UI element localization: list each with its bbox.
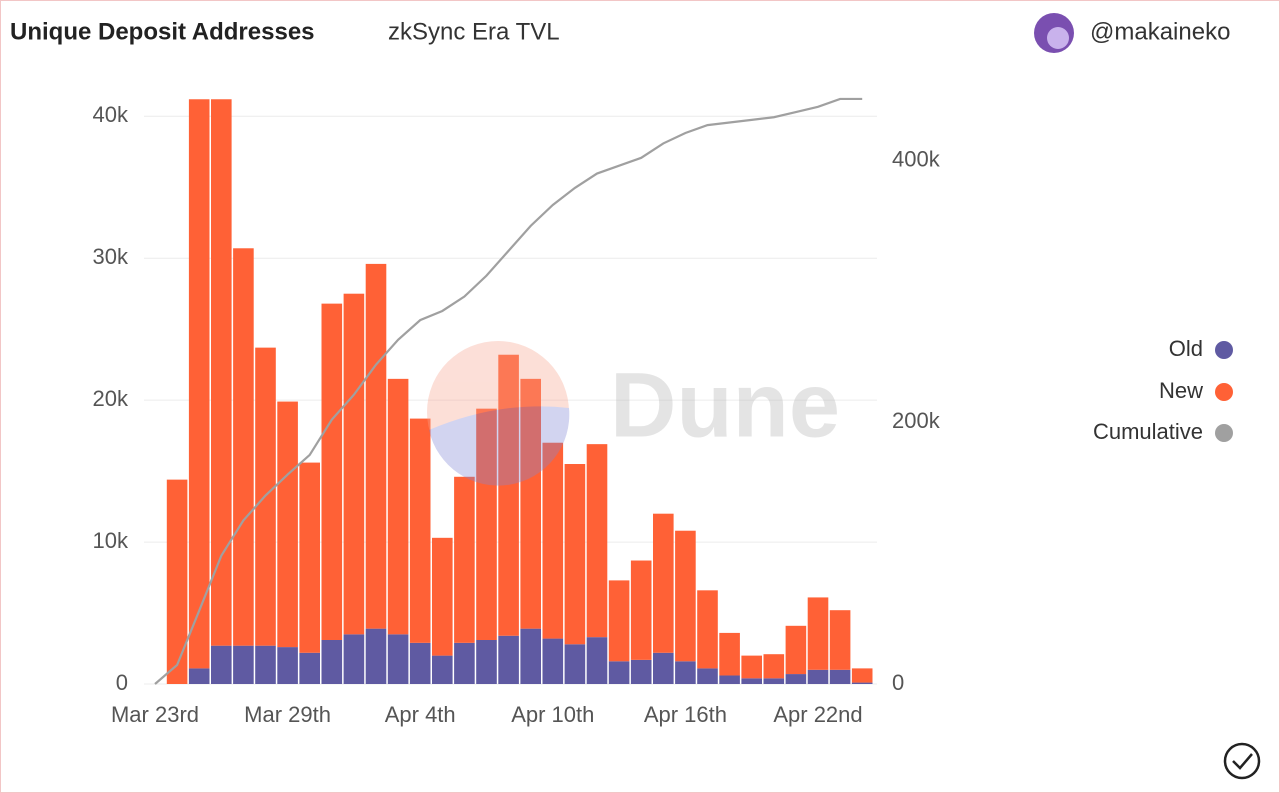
x-tick-label: Apr 22nd [773, 702, 862, 727]
check-icon[interactable] [1223, 742, 1261, 780]
bar-segment [166, 479, 188, 684]
bar-segment [454, 476, 475, 643]
bar-segment [851, 668, 873, 683]
bar-segment [741, 655, 762, 679]
bar-segment [343, 634, 365, 684]
author: @makaineko [1090, 18, 1230, 45]
bar-segment [851, 682, 873, 684]
bar-segment [829, 669, 851, 684]
bar-segment [432, 655, 453, 684]
bar-segment [520, 628, 541, 684]
bar-segment [829, 610, 851, 670]
y-tick-label: 40k [93, 102, 129, 127]
bar-segment [719, 675, 740, 684]
bar-segment [608, 661, 630, 684]
watermark: Dune [427, 341, 840, 486]
bar-segment [476, 408, 497, 641]
legend-swatch [1215, 383, 1233, 401]
bar-segment [763, 678, 785, 684]
x-tick-label: Apr 10th [511, 702, 594, 727]
watermark-logo-part [429, 406, 570, 486]
bar-segment [807, 597, 829, 670]
chart-subtitle: zkSync Era TVL [388, 18, 560, 45]
y2-tick-label: 400k [892, 146, 941, 171]
bar-segment [520, 378, 541, 629]
bar-segment [255, 645, 276, 684]
bar-segment [277, 647, 298, 684]
legend-label: Cumulative [1093, 419, 1203, 444]
bar-segment [409, 642, 431, 684]
legend-label: New [1159, 378, 1203, 403]
bar-segment [321, 640, 343, 684]
bar-segment [299, 652, 320, 684]
bar-segment [542, 442, 564, 639]
bar-segment [741, 678, 762, 684]
bar-segment [675, 661, 696, 684]
bar-segment [719, 632, 740, 676]
bar-segment [630, 560, 652, 660]
x-tick-label: Mar 29th [244, 702, 331, 727]
y2-tick-label: 200k [892, 408, 941, 433]
bar-segment [299, 462, 320, 653]
y-tick-label: 30k [93, 244, 129, 269]
chart-title: Unique Deposit Addresses [10, 18, 315, 45]
bar-segment [697, 590, 718, 669]
plot: 0 10k 20k 30k 40k 0 200k 400k Mar 23rd Mar 29th Ap… [93, 97, 941, 727]
bar-segment [188, 99, 210, 669]
bar-segment [653, 513, 674, 653]
bar-segment [586, 444, 608, 638]
bar-segment [454, 642, 475, 684]
bar-segment [697, 668, 718, 684]
bar-segment [387, 634, 409, 684]
bar-segment [365, 628, 387, 684]
bar-segment [233, 248, 254, 646]
x-tick-label: Apr 4th [385, 702, 456, 727]
bar-segment [188, 668, 210, 684]
bar-segment [542, 638, 564, 684]
y-tick-label: 10k [93, 528, 129, 553]
check-mark[interactable] [1232, 753, 1253, 770]
bar-segment [653, 652, 674, 684]
bar-segment [785, 625, 807, 675]
check-circle[interactable] [1223, 742, 1261, 780]
bar-segment [233, 645, 254, 684]
bar-segment [211, 99, 232, 646]
x-tick-label: Apr 16th [644, 702, 727, 727]
bar-segment [365, 263, 387, 629]
bar-segment [409, 418, 431, 643]
bar-segment [630, 659, 652, 684]
bar-segment [211, 645, 232, 684]
watermark-text: Dune [610, 354, 840, 456]
bar-segment [343, 293, 365, 635]
x-tick-label: Mar 23rd [111, 702, 199, 727]
bar-segment [675, 530, 696, 662]
bar-segment [608, 580, 630, 662]
bar-segment [321, 303, 343, 641]
watermark-logo [427, 341, 569, 483]
legend-swatch [1215, 341, 1233, 359]
avatar-detail [1047, 27, 1069, 49]
legend-label: Old [1169, 336, 1203, 361]
bar-segment [498, 635, 519, 684]
cumulative-line [154, 97, 863, 685]
bar-segment [763, 654, 785, 679]
y-tick-label: 0 [116, 670, 128, 695]
bar-segment [277, 401, 298, 648]
legend-swatch [1215, 424, 1233, 442]
bar-segment [498, 354, 519, 636]
bar-segment [586, 637, 608, 684]
bar-segment [476, 640, 497, 684]
y2-tick-label: 0 [892, 670, 904, 695]
bar-segment [807, 669, 829, 684]
bar-segment [387, 378, 409, 635]
bar-segment [785, 674, 807, 684]
bar-segment [564, 644, 586, 684]
y-tick-label: 20k [93, 386, 129, 411]
bar-segment [564, 464, 586, 645]
bar-segment [432, 537, 453, 656]
